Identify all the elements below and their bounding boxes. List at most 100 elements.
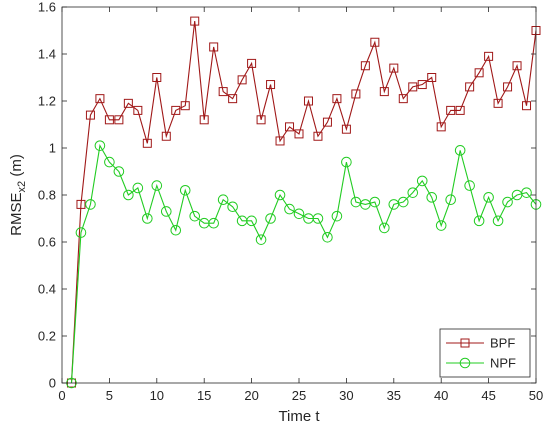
- series-npf-point-23: [284, 203, 295, 215]
- series-npf-point-44: [483, 192, 494, 203]
- series-bpf-point-13: [190, 16, 200, 26]
- series-bpf-point-19: [247, 58, 257, 68]
- legend-item-npf-marker: [459, 357, 471, 369]
- series-bpf-point-44: [484, 51, 494, 61]
- legend-item-npf-label: NPF: [490, 356, 516, 371]
- series-bpf-point-9: [152, 73, 162, 82]
- x-tick-label-4: 20: [244, 388, 258, 403]
- series-bpf-point-8: [142, 138, 152, 148]
- series-bpf-point-28: [332, 94, 342, 104]
- series-npf-point-22: [274, 189, 286, 201]
- x-tick-label-1: 5: [106, 388, 113, 403]
- series-npf-point-7: [132, 182, 144, 194]
- series-npf-point-33: [379, 222, 390, 234]
- series-npf-point-1: [75, 227, 87, 238]
- series-bpf-point-16: [218, 87, 228, 97]
- series-bpf-point-4: [104, 115, 114, 125]
- series-bpf-point-11: [171, 105, 181, 115]
- series-npf-point-32: [369, 196, 381, 208]
- series-bpf-point-10: [161, 131, 171, 141]
- x-tick-label-9: 45: [481, 388, 495, 403]
- y-axis-label-unit: (m): [8, 154, 25, 181]
- series-npf-point-29: [341, 156, 352, 168]
- series-npf-point-13: [189, 210, 201, 222]
- series-npf-point-45: [492, 215, 504, 227]
- x-tick-label-7: 35: [387, 388, 401, 403]
- series-bpf-point-41: [455, 105, 465, 115]
- series-npf-point-11: [170, 224, 182, 236]
- legend-item-bpf: BPF: [446, 336, 515, 351]
- series-bpf-point-27: [322, 117, 332, 127]
- series-bpf-point-45: [493, 98, 503, 108]
- series-npf-point-8: [142, 213, 153, 224]
- series-bpf-point-20: [256, 115, 266, 125]
- legend-item-npf: NPF: [446, 356, 516, 371]
- series-bpf-point-30: [351, 89, 361, 99]
- series-npf-point-27: [322, 232, 333, 243]
- series-bpf-line: [70, 21, 537, 384]
- legend-item-bpf-marker: [460, 338, 470, 348]
- series-bpf-point-18: [237, 75, 247, 85]
- y-tick-label-5: 1: [49, 141, 56, 156]
- legend: BPF NPF: [439, 328, 531, 378]
- series-npf-point-46: [502, 196, 513, 208]
- series-npf-point-36: [407, 187, 419, 198]
- y-axis-label-main: RMSE: [8, 192, 25, 235]
- x-tick-label-5: 25: [292, 388, 306, 403]
- series-npf-point-12: [179, 185, 191, 196]
- y-tick-label-7: 1.4: [38, 47, 56, 62]
- series-bpf-point-24: [294, 129, 304, 139]
- x-tick-label-2: 10: [150, 388, 164, 403]
- y-tick-label-3: 0.6: [38, 235, 56, 250]
- x-tick-label-10: 50: [529, 388, 543, 403]
- series-npf-point-5: [113, 166, 125, 177]
- series-npf-point-28: [331, 210, 343, 222]
- legend-item-bpf-label: BPF: [490, 336, 515, 351]
- y-tick-label-0: 0: [49, 376, 56, 391]
- series-bpf-point-32: [370, 37, 380, 47]
- series-bpf-point-23: [285, 122, 295, 132]
- y-axis-label-subscript: x2: [16, 181, 28, 193]
- series-bpf-point-5: [114, 115, 124, 125]
- series-bpf: [66, 16, 541, 388]
- series-npf-point-37: [416, 175, 428, 187]
- series-bpf-point-7: [133, 105, 143, 115]
- series-bpf-point-15: [209, 42, 219, 52]
- series-bpf-point-12: [180, 101, 190, 111]
- series-npf-point-39: [435, 220, 447, 231]
- x-axis-label: Time t: [278, 408, 320, 425]
- series-bpf-point-17: [228, 94, 238, 104]
- series-npf-point-4: [104, 156, 115, 168]
- series-npf-point-10: [160, 206, 172, 217]
- series-bpf-point-48: [522, 101, 532, 111]
- series-bpf-point-37: [417, 80, 427, 90]
- series-npf-point-9: [151, 180, 163, 191]
- series-npf-point-17: [227, 201, 238, 213]
- series-npf-point-20: [255, 234, 267, 245]
- series-bpf-point-22: [275, 136, 285, 146]
- series-bpf-point-6: [123, 98, 133, 108]
- series-bpf-point-39: [436, 122, 446, 132]
- series-bpf-point-25: [303, 96, 313, 106]
- y-tick-label-6: 1.2: [38, 94, 56, 109]
- series-npf-point-40: [445, 194, 456, 205]
- y-tick-label-4: 0.8: [38, 188, 56, 203]
- series-bpf-point-38: [427, 73, 437, 82]
- series-bpf-point-47: [512, 61, 522, 71]
- series-bpf-point-43: [474, 68, 484, 78]
- axes-layer: 0 5 10 15 20 25 30 35 40 45 50 0 0.2 0.4 0.6 0.8 1 1.2 1.4…: [38, 0, 543, 403]
- series-npf-point-41: [454, 145, 466, 156]
- series-npf-point-3: [94, 140, 106, 151]
- series-bpf-point-3: [95, 94, 105, 104]
- series-npf-point-21: [265, 213, 276, 224]
- series-bpf-point-36: [408, 82, 418, 92]
- series-bpf-point-26: [313, 131, 323, 141]
- series-bpf-point-31: [360, 61, 370, 71]
- series-bpf-point-1: [76, 199, 86, 209]
- legend-box: [439, 328, 531, 378]
- legend-items: BPF NPF: [446, 336, 516, 371]
- series-npf-point-2: [85, 199, 96, 210]
- series-bpf-point-2: [85, 110, 95, 120]
- series-npf-point-38: [426, 192, 438, 203]
